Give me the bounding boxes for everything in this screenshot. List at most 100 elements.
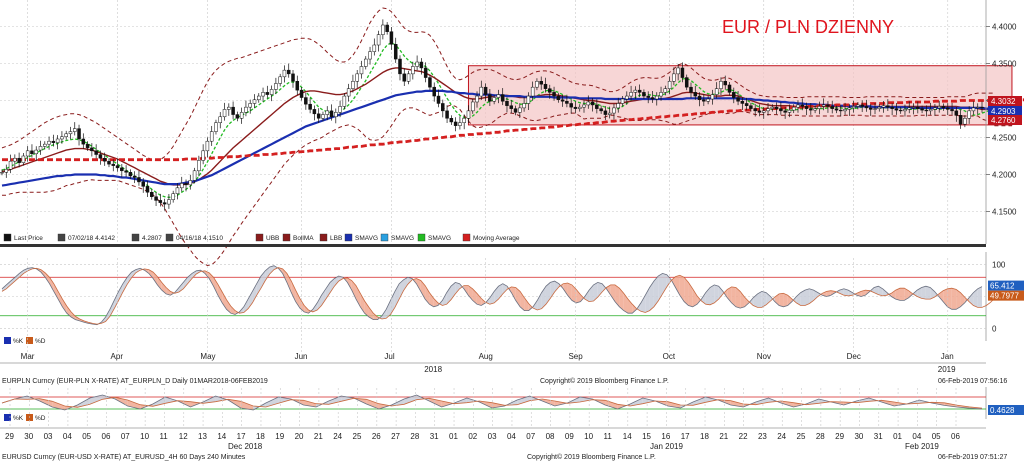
candle-body [214, 122, 218, 132]
stoch-fill [658, 273, 663, 301]
stoch-fill [442, 292, 447, 306]
candle-body [304, 97, 308, 105]
last-price-tag-label: 4.2903 [991, 107, 1016, 116]
x-tick-label-4h: 17 [681, 432, 690, 441]
x-tick-label-4h: 07 [121, 432, 130, 441]
candle-body [689, 86, 693, 93]
x-tick-label-4h: 03 [488, 432, 497, 441]
candle-body [941, 106, 946, 109]
stoch-fill [755, 398, 769, 405]
candle-body [368, 51, 372, 60]
candle-body [667, 81, 672, 89]
candle-body [209, 131, 214, 142]
candle-body [184, 183, 188, 186]
x-tick-label-4h: 11 [603, 432, 612, 441]
last-price-tag [988, 106, 1022, 116]
stoch-fill [441, 401, 455, 407]
x-tick-label: Jun [295, 352, 308, 361]
stoch-fill [809, 288, 814, 304]
candle-body [376, 34, 381, 46]
candle-body [162, 202, 167, 205]
candle-body [963, 118, 967, 125]
stoch-fill [511, 286, 516, 301]
candle-body [881, 105, 886, 108]
stoch-fill [779, 293, 784, 307]
candle-body [975, 106, 980, 109]
candle-body [603, 110, 608, 115]
candle-body [282, 69, 287, 78]
x-tick-label-4h: 31 [430, 432, 439, 441]
stoch-fill [187, 273, 192, 284]
stoch-fill [105, 309, 110, 322]
candle-body [154, 196, 158, 201]
candle-body [809, 108, 813, 111]
candle-body [359, 66, 364, 75]
stoch-fill [597, 282, 603, 298]
candle-body [727, 84, 732, 93]
stoch-fill [425, 285, 430, 305]
candle-body [916, 106, 920, 109]
x-tick-label-4h: 01 [893, 432, 902, 441]
candle-body [406, 73, 411, 82]
x-tick-label-4h: 28 [410, 432, 419, 441]
candle-body [38, 146, 43, 151]
legend-swatch [57, 233, 66, 242]
legend-label: UBB [266, 235, 279, 242]
last-price-tag-label: 4.2760 [991, 116, 1016, 125]
candle-body [659, 92, 663, 97]
stoch-fill [433, 298, 439, 307]
stoch-fill [943, 288, 948, 307]
stoch-legend-label: %D [35, 338, 46, 345]
stoch-fill [602, 283, 607, 293]
stoch-fill [213, 277, 218, 296]
candle-body [411, 66, 415, 75]
stochastic-4h-panel: 0.4628 %K %D 29 30 03 04 05 06 07 10 11 12 13 14 17 18 19… [0, 387, 1024, 451]
x-tick-label-4h: 10 [584, 432, 593, 441]
stoch-fill [541, 286, 546, 309]
x-tick-label-4h: 22 [739, 432, 748, 441]
stoch-fill [399, 279, 404, 300]
stoch-fill [571, 284, 577, 303]
candle-body [4, 169, 9, 173]
stoch-fill [947, 288, 952, 310]
candle-body [774, 106, 779, 109]
stoch-fill [882, 288, 888, 296]
stoch-fill [492, 402, 505, 408]
stoch-fill [610, 284, 616, 302]
stoch-fill [381, 309, 387, 319]
price-y-tick-label: 4.1500 [992, 208, 1017, 217]
footer-center-daily: Copyright© 2019 Bloomberg Finance L.P. [540, 377, 669, 385]
stoch-fill [744, 297, 749, 307]
stoch-fill [735, 287, 741, 309]
candle-body [744, 103, 749, 106]
candle-body [137, 177, 141, 183]
candle-body [886, 105, 890, 108]
x-tick-label-4h: 18 [700, 432, 709, 441]
stoch-fill [731, 286, 736, 307]
stoch-fill [848, 290, 853, 296]
stoch-fill [450, 282, 456, 300]
stoch-fill [783, 293, 788, 307]
stoch-fill [944, 402, 957, 407]
candle-body [346, 88, 351, 97]
candle-body [637, 89, 642, 93]
legend-swatch [3, 233, 12, 242]
stoch-k-line [1, 394, 983, 411]
candle-body [265, 92, 270, 95]
stoch-legend-label: %K [13, 338, 24, 345]
legend-label: BollMA [293, 235, 314, 242]
stoch-fill [122, 277, 128, 293]
candle-body [492, 97, 496, 102]
stoch-fill [109, 300, 115, 317]
legend-label: 4.2807 [142, 235, 162, 242]
candle-body [950, 109, 954, 112]
candle-body [980, 106, 984, 109]
candle-body [920, 108, 924, 111]
stoch-fill [554, 281, 559, 293]
candle-body [107, 160, 111, 165]
candle-body [830, 106, 834, 109]
month-label-4h: Feb 2019 [905, 442, 939, 451]
candle-body [505, 100, 509, 106]
candle-body [94, 150, 98, 155]
candle-body [530, 86, 535, 97]
